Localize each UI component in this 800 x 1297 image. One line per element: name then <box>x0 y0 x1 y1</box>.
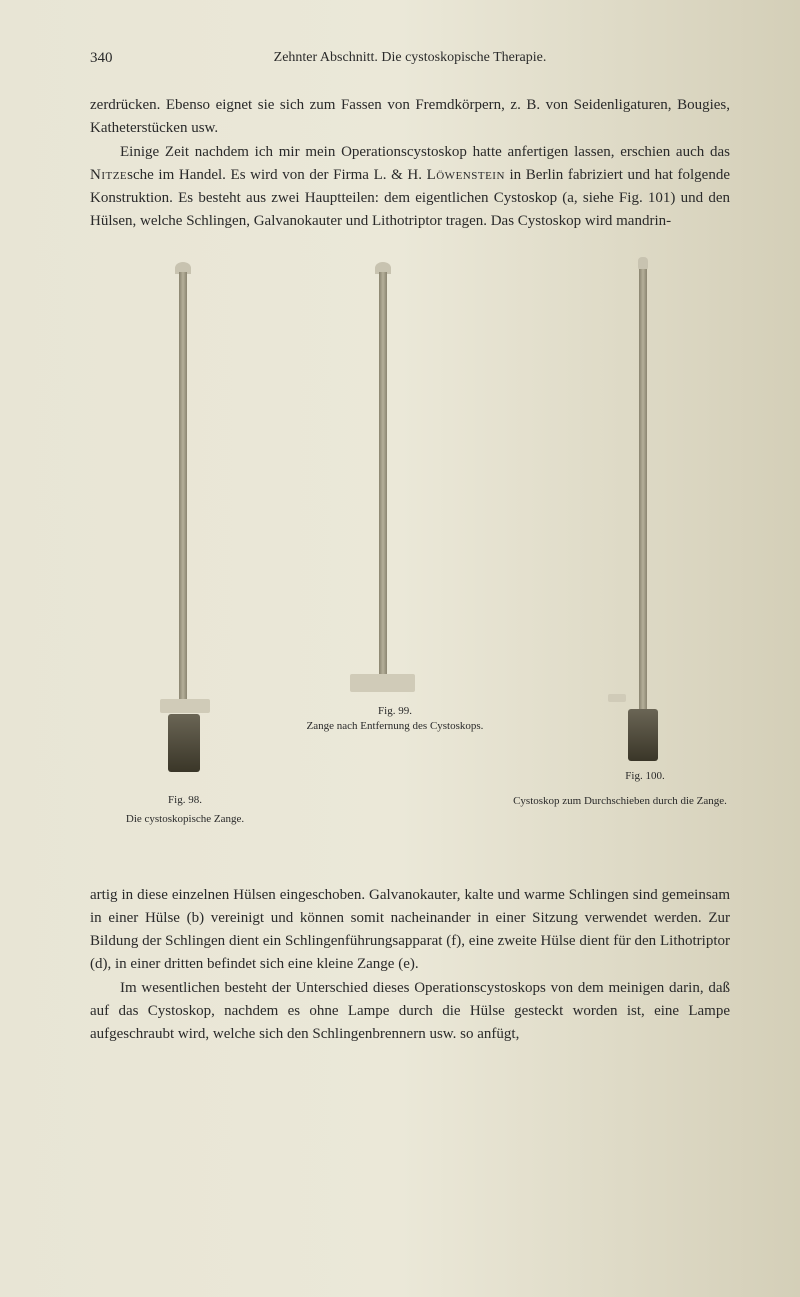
paragraph-2: Einige Zeit nachdem ich mir mein Operati… <box>90 141 730 234</box>
fig99-caption: Zange nach Entfernung des Cystoskops. <box>265 719 525 734</box>
instrument-2-knob <box>350 674 415 692</box>
fig100-caption: Cystoskop zum Durchschieben durch die Za… <box>510 794 730 808</box>
instrument-1-shaft <box>179 272 187 712</box>
instrument-3-crank <box>608 694 626 702</box>
running-header: Zehnter Abschnitt. Die cystoskopische Th… <box>90 50 730 66</box>
nitze-name: Nitze <box>90 167 127 183</box>
instrument-1-knob-top <box>160 699 210 713</box>
fig100-label: Fig. 100. <box>610 770 680 782</box>
page-number: 340 <box>90 50 113 67</box>
fig98-caption: Die cystoskopische Zange. <box>110 812 260 826</box>
p2-text-a: Einige Zeit nachdem ich mir mein Operati… <box>120 144 730 160</box>
paragraph-3: artig in diese einzelnen Hülsen eingesch… <box>90 884 730 977</box>
instrument-3-shaft <box>639 269 647 714</box>
p2-text-b: sche im Handel. Es wird von der Firma L.… <box>127 167 426 183</box>
fig98-label: Fig. 98. <box>155 794 215 806</box>
instrument-1-base <box>168 714 200 772</box>
instrument-3-base <box>628 709 658 761</box>
lowenstein-name: Löwenstein <box>427 167 505 183</box>
fig99-caption-block: Fig. 99. Zange nach Entfernung des Cysto… <box>265 704 525 735</box>
figures-region: Fig. 99. Zange nach Entfernung des Cysto… <box>90 254 730 864</box>
header-text: Zehnter Abschnitt. Die cystoskopische Th… <box>274 50 547 65</box>
fig99-label: Fig. 99. <box>265 704 525 719</box>
paragraph-1: zerdrücken. Ebenso eignet sie sich zum F… <box>90 94 730 141</box>
instrument-2-shaft <box>379 272 387 682</box>
paragraph-4: Im wesentlichen besteht der Unterschied … <box>90 977 730 1047</box>
